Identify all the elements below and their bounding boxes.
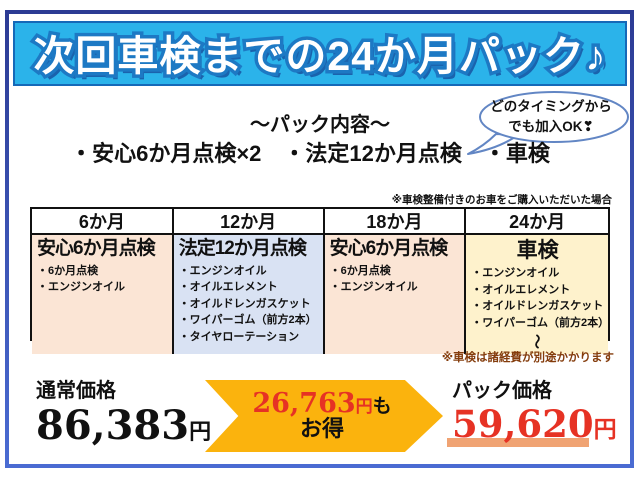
cell-items: ・6か月点検 ・エンジンオイル	[37, 263, 168, 296]
title-banner: 次回車検までの24か月パック♪ 次回車検までの24か月パック♪	[13, 21, 627, 86]
note-above-table: ※車検整備付きのお車をご購入いただいた場合	[391, 194, 612, 206]
pack-contents-heading: ～パック内容～	[250, 114, 390, 136]
regular-price-block: 通常価格 86,383円	[36, 374, 211, 446]
price-underline-highlight	[447, 438, 589, 447]
cell-items: ・エンジンオイル ・オイルエレメント ・オイルドレンガスケット ・ワイパーゴム（…	[179, 263, 319, 346]
pack-price-value: 59,620円	[452, 406, 617, 443]
table-header-row: 6か月 12か月 18か月 24か月	[32, 209, 608, 235]
list-item: ・エンジンオイル	[471, 267, 560, 280]
speech-bubble-line1: どのタイミングから	[490, 99, 612, 114]
table-cell-6months: 安心6か月点検 ・6か月点検 ・エンジンオイル	[32, 235, 174, 355]
page-title: 次回車検までの24か月パック♪	[33, 32, 607, 79]
savings-arrow: 26,763円も お得	[205, 380, 443, 452]
table-cell-12months: 法定12か月点検 ・エンジンオイル ・オイルエレメント ・オイルドレンガスケット…	[173, 235, 325, 355]
column-header-12months: 12か月	[174, 209, 325, 233]
speech-bubble: どのタイミングから でも加入OK❣	[466, 90, 630, 160]
list-item: ・オイルエレメント	[178, 281, 278, 294]
page-title-outline: 次回車検までの24か月パック♪	[30, 29, 609, 82]
list-item: ・エンジンオイル	[178, 264, 267, 277]
table-cell-24months: 車検 ・エンジンオイル ・オイルエレメント ・オイルドレンガスケット ・ワイパー…	[466, 235, 608, 355]
regular-price-number: 86,383	[36, 402, 190, 449]
cell-title: 法定12か月点検	[178, 238, 307, 259]
list-item: ・オイルドレンガスケット	[471, 300, 604, 313]
pack-price-block: パック価格 59,620円	[447, 374, 617, 447]
table-body-row: 安心6か月点検 ・6か月点検 ・エンジンオイル 法定12か月点検 ・エンジンオイ…	[32, 235, 608, 355]
speech-bubble-text: どのタイミングから でも加入OK❣	[476, 97, 626, 136]
speech-bubble-shape	[467, 91, 629, 155]
list-item: ・6か月点検	[37, 264, 99, 277]
pack-price-label: パック価格	[452, 380, 552, 402]
savings-unit: 円	[355, 397, 373, 418]
savings-suffix: も	[372, 396, 392, 418]
table-cell-18months: 安心6か月点検 ・6か月点検 ・エンジンオイル	[324, 235, 467, 355]
savings-amount-line: 26,763円も	[252, 390, 391, 417]
regular-price-label: 通常価格	[36, 380, 116, 402]
column-header-6months: 6か月	[32, 209, 174, 233]
list-item: ・オイルドレンガスケット	[178, 297, 311, 310]
regular-price-value: 86,383円	[36, 406, 211, 446]
list-item: ・タイヤローテーション	[178, 330, 300, 343]
column-header-24months: 24か月	[509, 212, 566, 232]
list-item: ・ワイパーゴム（前方2本）	[178, 314, 317, 327]
cell-items: ・エンジンオイル ・オイルエレメント ・オイルドレンガスケット ・ワイパーゴム（…	[471, 265, 608, 352]
list-item: ・オイルエレメント	[471, 283, 571, 296]
list-item: ・ワイパーゴム（前方2本）	[471, 316, 608, 329]
savings-word: お得	[299, 416, 344, 442]
speech-bubble-line2: でも加入OK❣	[508, 118, 594, 134]
pack-price-unit: 円	[593, 416, 617, 443]
savings-amount: 26,763	[252, 388, 356, 420]
column-header-18months: 18か月	[325, 209, 467, 233]
maintenance-schedule-table: 6か月 12か月 18か月 24か月 安心6か月点検 ・6か月点検 ・エンジンオ…	[30, 207, 610, 355]
note-below-table: ※車検は諸経費が別途かかります	[441, 352, 614, 364]
cell-title: 安心6か月点検	[37, 238, 156, 259]
list-item: ・エンジンオイル	[37, 281, 125, 294]
cell-title: 車検	[516, 239, 559, 262]
cell-items: ・6か月点検 ・エンジンオイル	[330, 263, 461, 296]
pack-price-number: 59,620	[452, 402, 594, 446]
pack-contents-summary: ・安心6か月点検×2 ・法定12か月点検 ・車検	[70, 141, 550, 166]
list-item: ・6か月点検	[329, 264, 391, 277]
cell-title: 安心6か月点検	[329, 238, 449, 259]
regular-price-unit: 円	[189, 419, 212, 445]
list-item: ・エンジンオイル	[329, 281, 418, 294]
